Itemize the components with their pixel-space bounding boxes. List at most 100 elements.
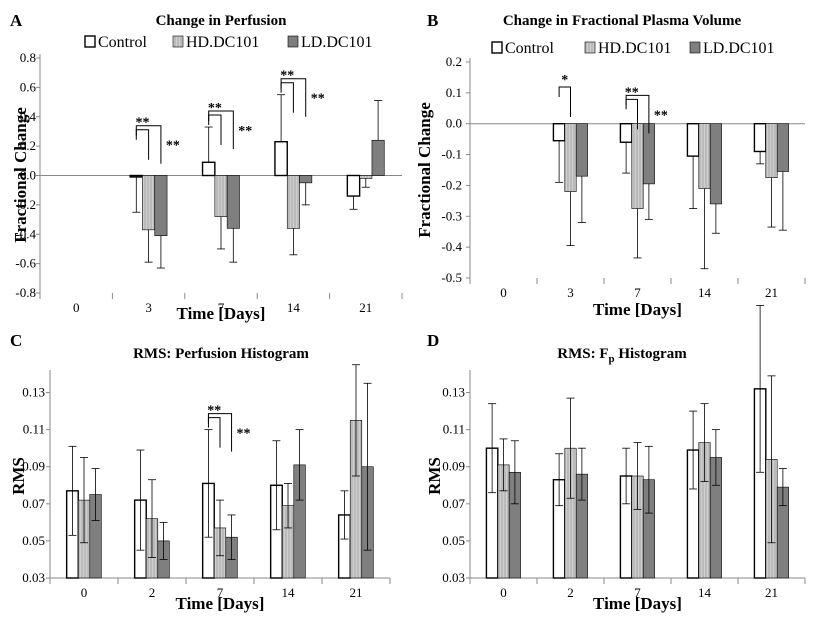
legend-swatch-hd-dc101 — [172, 35, 184, 48]
y-tick-label: -0.2 — [15, 197, 36, 212]
legend: Control HD.DC101 LD.DC101 — [491, 40, 775, 57]
bar-control — [686, 123, 700, 157]
y-tick-label: 0.13 — [22, 385, 45, 400]
bar-ld-dc101 — [776, 123, 789, 172]
significance-marker: ** — [280, 69, 294, 84]
significance-marker: ** — [237, 427, 251, 442]
x-tick-label: 14 — [287, 300, 301, 315]
x-axis-title: Time [Days] — [593, 300, 682, 319]
x-tick-label: 7 — [218, 300, 225, 315]
y-axis-title: Fractional Change — [11, 107, 30, 243]
y-tick-label: 0.07 — [442, 496, 465, 511]
bar-control — [552, 123, 566, 142]
chart-panel-c: C RMS: Perfusion Histogram 0.13 0.11 0.09 0.0… — [9, 331, 391, 613]
x-tick-label: 21 — [765, 285, 778, 300]
bar-control — [274, 141, 288, 177]
title-main: RMS: F — [557, 346, 608, 362]
bar-control — [619, 123, 633, 143]
x-tick-label: 0 — [81, 585, 88, 600]
significance-marker: ** — [238, 124, 252, 139]
bar-ld-dc101 — [371, 139, 385, 176]
bar-hd-dc101 — [631, 123, 644, 209]
x-tick-label: 3 — [145, 300, 152, 315]
legend-label: LD.DC101 — [301, 34, 373, 51]
bar-control — [129, 174, 144, 178]
significance-marker: * — [561, 73, 568, 88]
y-tick-label: 0.07 — [22, 496, 45, 511]
legend-label: HD.DC101 — [598, 40, 671, 57]
y-axis-title: Fractional Change — [415, 102, 434, 238]
x-tick-label: 14 — [282, 585, 296, 600]
title-suffix: Histogram — [615, 346, 688, 362]
title-main: Change in Perfusion — [156, 13, 288, 29]
panel-letter: A — [10, 11, 23, 30]
x-tick-label: 0 — [500, 285, 507, 300]
y-axis-title: RMS — [9, 457, 28, 495]
legend-swatch-control — [491, 41, 503, 54]
y-tick-label: 0.03 — [22, 570, 45, 585]
x-axis-title: Time [Days] — [177, 304, 266, 323]
y-tick-label: 0.11 — [23, 422, 45, 437]
title-main: Change in Fractional Plasma Volume — [503, 13, 742, 29]
x-tick-label: 21 — [359, 300, 372, 315]
y-tick-label: 0.0 — [20, 168, 36, 183]
significance-marker: ** — [311, 92, 325, 107]
chart-title: Change in Perfusion — [156, 13, 288, 29]
y-tick-label: -0.4 — [441, 239, 462, 254]
significance-marker: ** — [625, 85, 639, 100]
legend-swatch-hd-dc101 — [584, 41, 596, 54]
chart-title: Change in Fractional Plasma Volume — [503, 13, 742, 29]
significance-bracket — [207, 413, 233, 452]
significance-bracket — [280, 82, 294, 113]
y-tick-label: 0.09 — [442, 459, 465, 474]
significance-marker: ** — [166, 139, 180, 154]
significance-marker: ** — [135, 116, 149, 131]
y-tick-label: -0.4 — [15, 226, 36, 241]
x-tick-label: 21 — [350, 585, 363, 600]
bar-hd-dc101 — [142, 175, 156, 231]
x-axis-title: Time [Days] — [176, 594, 265, 613]
bar-ld-dc101 — [709, 123, 722, 205]
legend-label: Control — [505, 40, 554, 57]
title-main: RMS: Perfusion Histogram — [133, 346, 309, 362]
y-tick-label: 0.05 — [442, 533, 465, 548]
y-tick-label: -0.8 — [15, 285, 36, 300]
y-axis-title: RMS — [425, 457, 444, 495]
x-tick-label: 21 — [765, 585, 778, 600]
significance-bracket — [625, 94, 650, 134]
y-tick-label: 0.0 — [446, 116, 462, 131]
bar-ld-dc101 — [299, 175, 313, 184]
x-tick-label: 7 — [634, 285, 641, 300]
x-tick-label: 14 — [698, 585, 712, 600]
y-tick-label: -0.6 — [15, 256, 36, 271]
y-tick-label: 0.13 — [442, 385, 465, 400]
significance-marker: ** — [207, 404, 221, 419]
x-axis-title: Time [Days] — [593, 594, 682, 613]
bar-hd-dc101 — [286, 175, 300, 229]
x-tick-label: 14 — [698, 285, 712, 300]
x-tick-label: 7 — [217, 585, 224, 600]
chart-title: RMS: Perfusion Histogram — [133, 346, 309, 362]
y-tick-label: -0.5 — [441, 270, 462, 285]
legend-swatch-ld-dc101 — [689, 41, 701, 54]
y-tick-label: 0.8 — [20, 50, 36, 65]
x-tick-label: 0 — [73, 300, 80, 315]
y-tick-label: 0.2 — [20, 138, 36, 153]
significance-bracket — [135, 125, 162, 164]
significance-bracket — [208, 110, 234, 150]
significance-marker: ** — [208, 101, 222, 116]
bar-hd-dc101 — [359, 175, 373, 179]
y-tick-label: 0.2 — [446, 54, 462, 69]
bar-control — [753, 123, 767, 153]
panel-letter: C — [10, 331, 22, 350]
x-tick-label: 0 — [500, 585, 507, 600]
legend-label: HD.DC101 — [186, 34, 259, 51]
bar-ld-dc101 — [575, 123, 588, 177]
y-tick-label: 0.05 — [22, 533, 45, 548]
bar-hd-dc101 — [214, 175, 228, 217]
significance-bracket — [207, 417, 221, 448]
chart-title: RMS: Fp Histogram — [557, 346, 687, 365]
x-tick-label: 7 — [634, 585, 641, 600]
title-subscript: p — [609, 353, 615, 365]
y-tick-label: 0.11 — [443, 422, 465, 437]
